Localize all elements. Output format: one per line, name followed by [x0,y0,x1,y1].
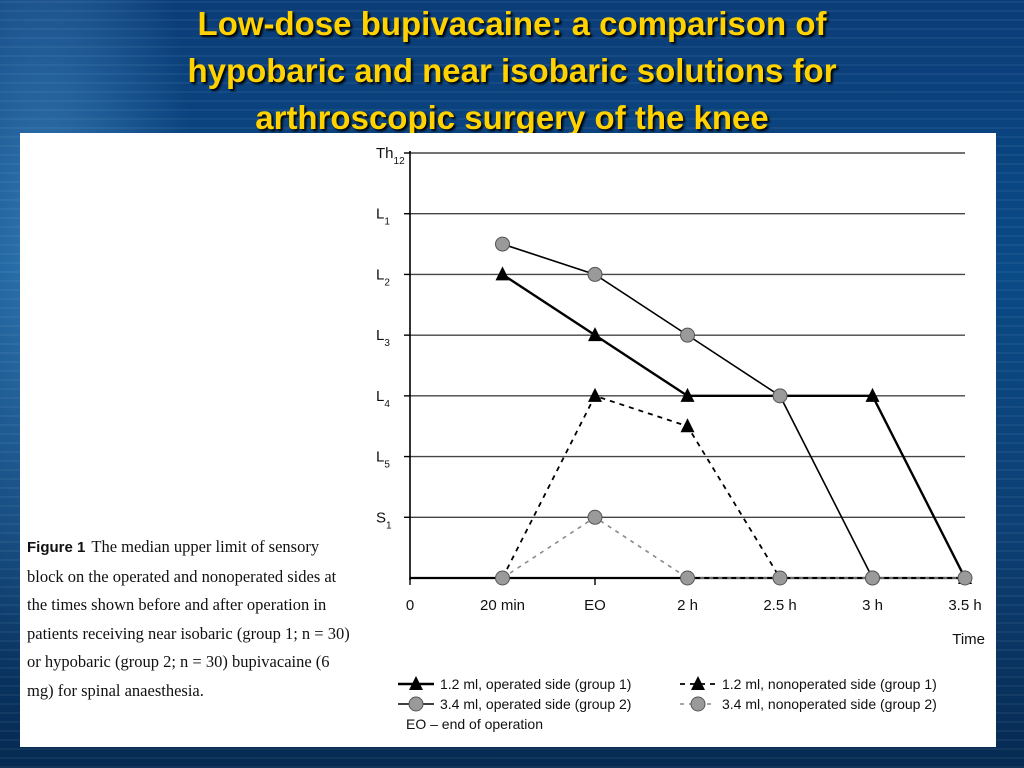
figure-caption-text: The median upper limit of sensory block … [27,537,350,700]
series-1-point [680,387,695,402]
chart-svg: Th12 L1 L2 L3 L4 L5 S1 0 20 min EO 2 h 2.5 h 3 h 3.5 … [376,145,985,732]
series-3-point [588,387,602,402]
figure-caption: Figure 1 The median upper limit of sensor… [27,533,359,705]
series-4-point [865,570,880,586]
y-tick-label: S1 [376,509,392,531]
legend-entry: 1.2 ml, nonoperated side (group 1) [722,676,937,692]
figure-caption-label: Figure 1 [27,539,86,556]
legend-entry: 3.4 ml, nonoperated side (group 2) [722,696,937,712]
series-4-point [587,509,603,525]
legend-note: EO – end of operation [406,716,543,732]
series-line-2 [502,243,874,579]
series-4-point [772,570,788,586]
legend-entry: 1.2 ml, operated side (group 1) [440,676,631,692]
x-axis-label: Time [952,631,985,648]
series-3-point [680,418,695,433]
y-tick-label: L5 [376,449,390,471]
legend-swatch-marker [690,696,706,712]
figure-panel: Th12 L1 L2 L3 L4 L5 S1 0 20 min EO 2 h 2.5 h 3 h 3.5 … [20,133,996,747]
slide-title-line-1: Low-dose bupivacaine: a comparison of [197,5,827,42]
series-2-point [495,236,510,252]
legend-swatch-marker [691,676,705,690]
x-tick-label: 0 [406,597,414,614]
series-4-point [957,570,973,586]
x-tick-label: 3.5 h [948,597,981,614]
series-2-point [587,266,603,282]
x-tick-label: 2.5 h [763,597,796,614]
y-tick-label: L2 [376,266,390,288]
series-4-point [495,570,510,586]
series-2-point [680,327,695,343]
series-2-point [772,388,788,404]
y-tick-label: L1 [376,206,390,228]
x-tick-label: 2 h [677,597,698,614]
y-tick-label: L3 [376,327,390,349]
x-tick-label: EO [584,597,606,614]
series-line-4 [502,516,965,579]
series-1-point [865,387,880,402]
x-tick-label: 20 min [480,597,525,614]
slide-title-line-3: arthroscopic surgery of the knee [255,99,769,136]
legend-entry: 3.4 ml, operated side (group 2) [440,696,631,712]
series-1-point [495,266,510,281]
y-tick-label: L4 [376,388,390,410]
series-4-point [680,570,695,586]
legend-swatch-marker [408,696,424,712]
series-line-3 [501,394,965,579]
y-tick-label: Th12 [376,145,405,167]
slide-title-line-2: hypobaric and near isobaric solutions fo… [187,52,837,89]
legend-swatch-marker [409,676,423,690]
series-1-point [588,327,602,342]
x-tick-label: 3 h [862,597,883,614]
series-line-1 [501,273,967,579]
slide-title: Low-dose bupivacaine: a comparison of hy… [0,0,1024,141]
